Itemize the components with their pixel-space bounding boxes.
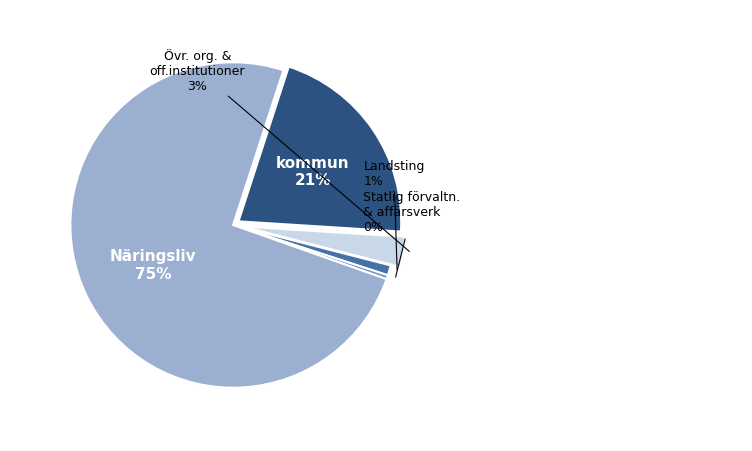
Text: Landsting
1%: Landsting 1% (363, 160, 425, 270)
Wedge shape (233, 226, 391, 276)
Text: Näringsliv
75%: Näringsliv 75% (110, 249, 196, 281)
Text: Övr. org. &
off.institutioner
3%: Övr. org. & off.institutioner 3% (150, 49, 409, 252)
Wedge shape (238, 68, 402, 232)
Wedge shape (243, 227, 405, 267)
Text: Statlig förvaltn.
& affärsverk
0%: Statlig förvaltn. & affärsverk 0% (363, 191, 460, 277)
Wedge shape (233, 226, 388, 280)
Wedge shape (71, 63, 387, 388)
Text: kommun
21%: kommun 21% (276, 156, 350, 188)
